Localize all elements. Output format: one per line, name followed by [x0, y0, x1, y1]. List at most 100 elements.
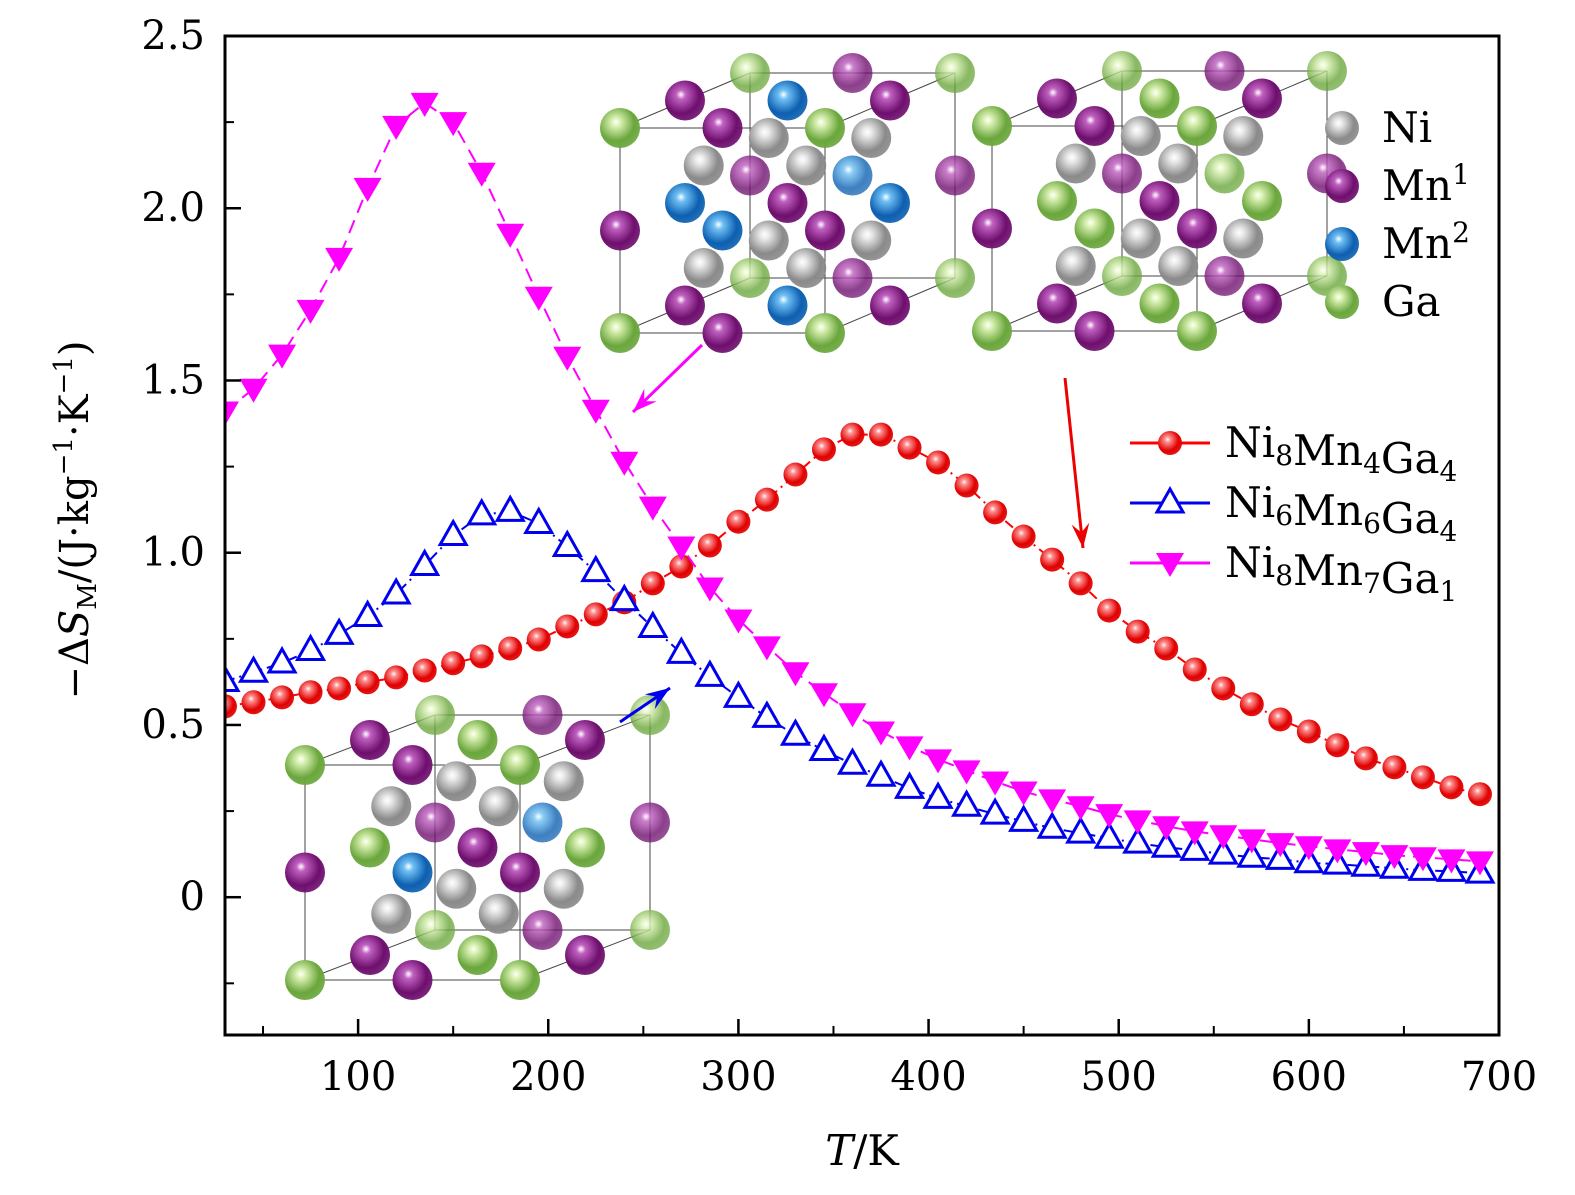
data-point: [1179, 833, 1211, 861]
data-point: [895, 736, 924, 761]
plot-frame: [223, 34, 1501, 1037]
data-point: [722, 680, 754, 708]
data-point: [437, 518, 469, 546]
data-point: [924, 749, 953, 774]
arrow-to-ni8mn4ga4: [1063, 377, 1090, 549]
data-point: [239, 378, 268, 403]
data-point: [494, 494, 526, 522]
data-point: [951, 789, 983, 817]
data-point: [694, 659, 726, 687]
legend-item: Ni8Mn4Ga4: [1130, 418, 1457, 488]
mn2-atom: [832, 155, 873, 196]
y-tick-label: 2.0: [141, 185, 205, 231]
mn2-atom: [392, 852, 433, 893]
atom-label: Mn2: [1382, 216, 1470, 268]
mn1-atom: [832, 53, 873, 93]
data-point: [1237, 829, 1266, 854]
data-point: [1207, 837, 1239, 865]
mn1-atom: [1242, 78, 1282, 119]
mn1-atom: [1074, 311, 1115, 351]
legend-label: Ni6Mn6Ga4: [1225, 478, 1457, 548]
data-point: [270, 685, 295, 710]
ni-atom: [1120, 218, 1161, 259]
mn1-atom: [457, 827, 498, 868]
x-tick-label: 200: [510, 1054, 586, 1100]
data-point: [1437, 849, 1466, 874]
data-point: [783, 462, 808, 487]
ga-atom: [630, 910, 670, 950]
data-point: [439, 112, 468, 137]
atom-swatch: [1325, 285, 1359, 319]
data-point: [380, 577, 412, 605]
ga-atom: [1074, 208, 1115, 249]
atom-legend-item: Ni: [1325, 103, 1432, 152]
data-point: [1180, 821, 1209, 846]
mn1-atom: [1037, 283, 1077, 324]
ni-atom: [786, 248, 827, 288]
arrow-to-ni8mn7ga1: [631, 343, 704, 414]
data-point: [1382, 755, 1407, 780]
mn1-atom: [350, 720, 390, 760]
data-point: [1008, 804, 1040, 832]
data-point: [637, 610, 669, 638]
data-point: [1154, 636, 1179, 661]
data-point: [840, 422, 865, 447]
mn1-atom: [935, 155, 975, 196]
data-point: [667, 536, 696, 561]
data-point: [553, 346, 582, 371]
arrow-head: [633, 388, 657, 412]
data-point: [926, 450, 951, 475]
data-point: [353, 177, 382, 202]
ni-atom: [1055, 143, 1096, 184]
data-point: [225, 401, 239, 426]
data-point: [867, 721, 896, 746]
mn1-atom: [522, 910, 563, 950]
ga-atom: [1204, 153, 1245, 194]
ga-atom: [1139, 283, 1180, 324]
data-point: [726, 509, 751, 534]
ni-atom: [1120, 116, 1161, 156]
data-point: [327, 676, 352, 701]
arrow-head: [1071, 522, 1090, 548]
ga-atom: [972, 106, 1012, 146]
mn1-atom: [565, 935, 605, 975]
ga-atom: [1102, 51, 1142, 91]
x-tick-label: 600: [1271, 1054, 1347, 1100]
data-point: [1182, 657, 1207, 682]
data-point: [954, 473, 979, 498]
data-point: [237, 655, 270, 683]
data-point: [695, 577, 724, 602]
data-point: [1467, 782, 1492, 807]
data-point: [869, 422, 894, 447]
ni-atom: [543, 868, 584, 909]
data-point: [752, 636, 781, 661]
y-tick-label: 1.0: [141, 530, 205, 576]
ga-atom: [457, 720, 498, 760]
data-point: [352, 599, 384, 627]
data-point: [781, 662, 810, 687]
data-point: [1323, 839, 1352, 864]
mn1-atom: [392, 960, 433, 1000]
data-point: [1095, 804, 1124, 829]
data-point: [952, 760, 981, 785]
data-point: [551, 529, 583, 558]
ni-atom: [1055, 246, 1096, 286]
atom-label: Mn1: [1382, 158, 1470, 210]
ga-atom: [285, 960, 325, 1000]
ga-atom: [415, 695, 455, 735]
ga-atom: [630, 695, 670, 735]
ga-atom: [805, 313, 845, 353]
ni-atom: [683, 145, 724, 186]
data-point: [1266, 833, 1295, 858]
data-point: [1410, 765, 1435, 790]
data-point: [1123, 810, 1152, 835]
arrow-head: [644, 688, 670, 710]
mn1-atom: [565, 720, 605, 760]
data-point: [555, 614, 580, 639]
atom-label: Ni: [1382, 103, 1432, 152]
mn1-atom: [285, 852, 325, 893]
crystal-inset-ni6mn6ga4: [285, 695, 670, 1000]
mn2-atom: [702, 210, 743, 251]
data-point: [922, 781, 954, 809]
data-point: [1066, 796, 1095, 821]
